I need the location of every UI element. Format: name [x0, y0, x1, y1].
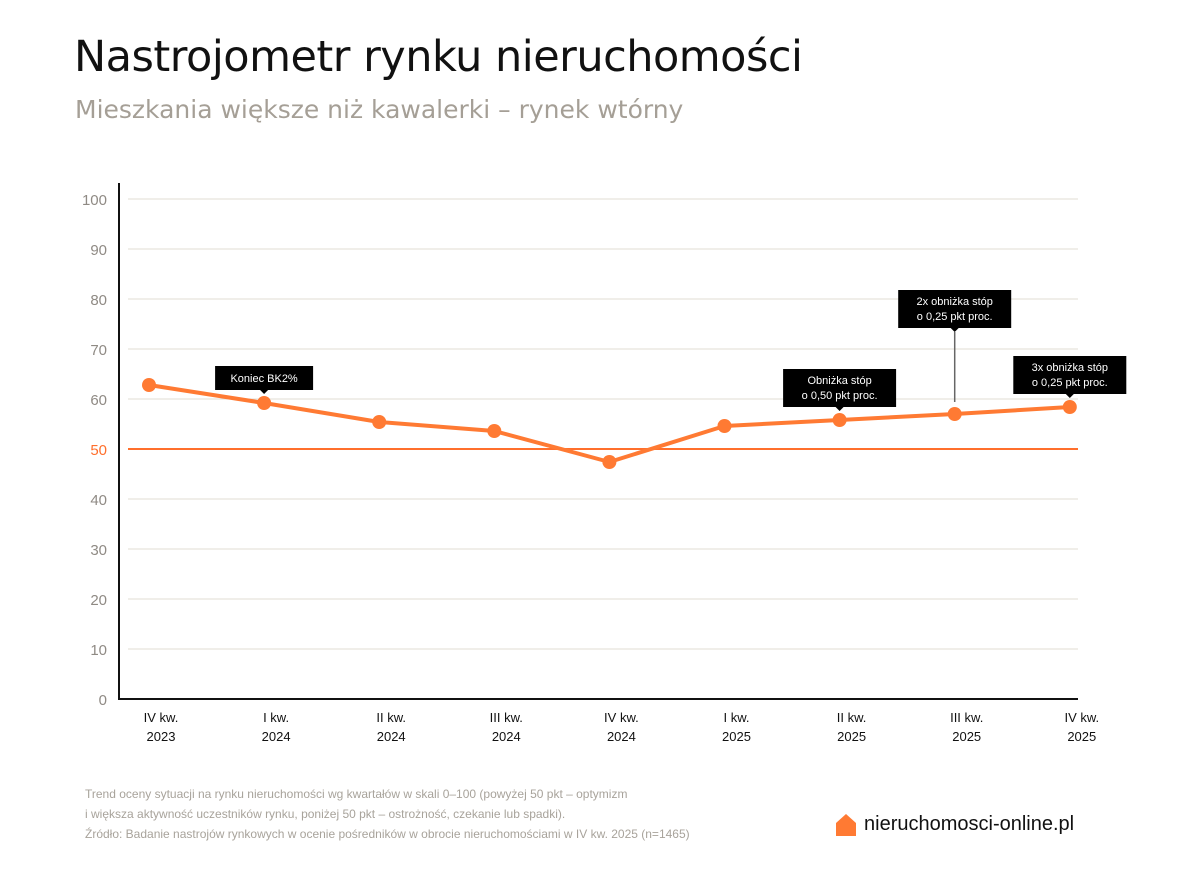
data-point: [487, 424, 502, 438]
x-tick-label: 2025: [1067, 729, 1096, 744]
y-tick-label: 0: [99, 692, 107, 709]
annotation-pointer: [835, 407, 844, 411]
annotation-pointer: [1065, 394, 1074, 398]
footer-note: i większa aktywność uczestników rynku, p…: [85, 807, 566, 821]
x-tick-label: II kw.: [376, 710, 406, 725]
chart-title: Nastrojometr rynku nieruchomości: [74, 32, 803, 82]
data-point: [717, 419, 732, 433]
logo: nieruchomosci-online.pl: [836, 813, 1074, 836]
data-point: [602, 455, 617, 469]
annotation-box: [898, 290, 1012, 328]
annotation-text: 2x obniżka stóp: [916, 296, 992, 308]
x-tick-label: II kw.: [837, 710, 867, 725]
series-line: [148, 383, 1070, 464]
annotation-box: [783, 369, 897, 407]
annotation-text: o 0,25 pkt proc.: [917, 311, 993, 323]
data-point: [1062, 400, 1077, 414]
x-tick-label: 2023: [147, 729, 176, 744]
annotation-text: o 0,25 pkt proc.: [1032, 377, 1108, 389]
x-tick-label: IV kw.: [144, 710, 179, 725]
annotation-box: [1013, 356, 1127, 394]
annotation-pointer: [260, 390, 269, 394]
house-icon: [836, 813, 856, 836]
data-point: [832, 413, 847, 427]
y-tick-label: 80: [90, 292, 107, 309]
x-tick-label: 2025: [837, 729, 866, 744]
annotation-text: Koniec BK2%: [230, 373, 297, 385]
logo-text: nieruchomosci-online.pl: [864, 813, 1075, 835]
x-tick-label: IV kw.: [604, 710, 639, 725]
x-tick-label: 2025: [952, 729, 981, 744]
x-tick-label: I kw.: [263, 710, 289, 725]
x-tick-label: 2024: [607, 729, 636, 744]
y-tick-label: 30: [90, 542, 107, 559]
x-tick-label: 2024: [492, 729, 521, 744]
x-tick-label: 2024: [262, 729, 291, 744]
y-tick-label: 50: [90, 442, 107, 459]
y-tick-label: 20: [90, 592, 107, 609]
annotation-text: 3x obniżka stóp: [1032, 362, 1108, 374]
x-tick-label: IV kw.: [1064, 710, 1099, 725]
x-tick-label: 2024: [377, 729, 406, 744]
x-tick-label: I kw.: [723, 710, 749, 725]
y-tick-label: 10: [90, 642, 107, 659]
annotation-pointer: [950, 328, 959, 332]
footer-source: Źródło: Badanie nastrojów rynkowych w oc…: [85, 827, 690, 841]
data-point: [257, 396, 272, 410]
x-tick-label: 2025: [722, 729, 751, 744]
y-tick-label: 60: [90, 392, 107, 409]
data-point: [142, 378, 156, 392]
annotation-text: Obniżka stóp: [807, 375, 871, 387]
x-tick-label: III kw.: [490, 710, 523, 725]
annotation-box: [215, 366, 314, 390]
annotation-text: o 0,50 pkt proc.: [802, 390, 878, 402]
data-point: [372, 415, 387, 429]
y-tick-label: 90: [90, 242, 107, 259]
footer-notes: Trend oceny sytuacji na rynku nieruchomo…: [85, 784, 690, 844]
y-tick-label: 70: [90, 342, 107, 359]
footer-note: Trend oceny sytuacji na rynku nieruchomo…: [85, 787, 628, 801]
chart-subtitle: Mieszkania większe niż kawalerki – rynek…: [75, 95, 684, 124]
data-point: [947, 407, 962, 421]
y-tick-label: 40: [90, 492, 107, 509]
x-tick-label: III kw.: [950, 710, 983, 725]
y-tick-label: 100: [82, 192, 107, 209]
